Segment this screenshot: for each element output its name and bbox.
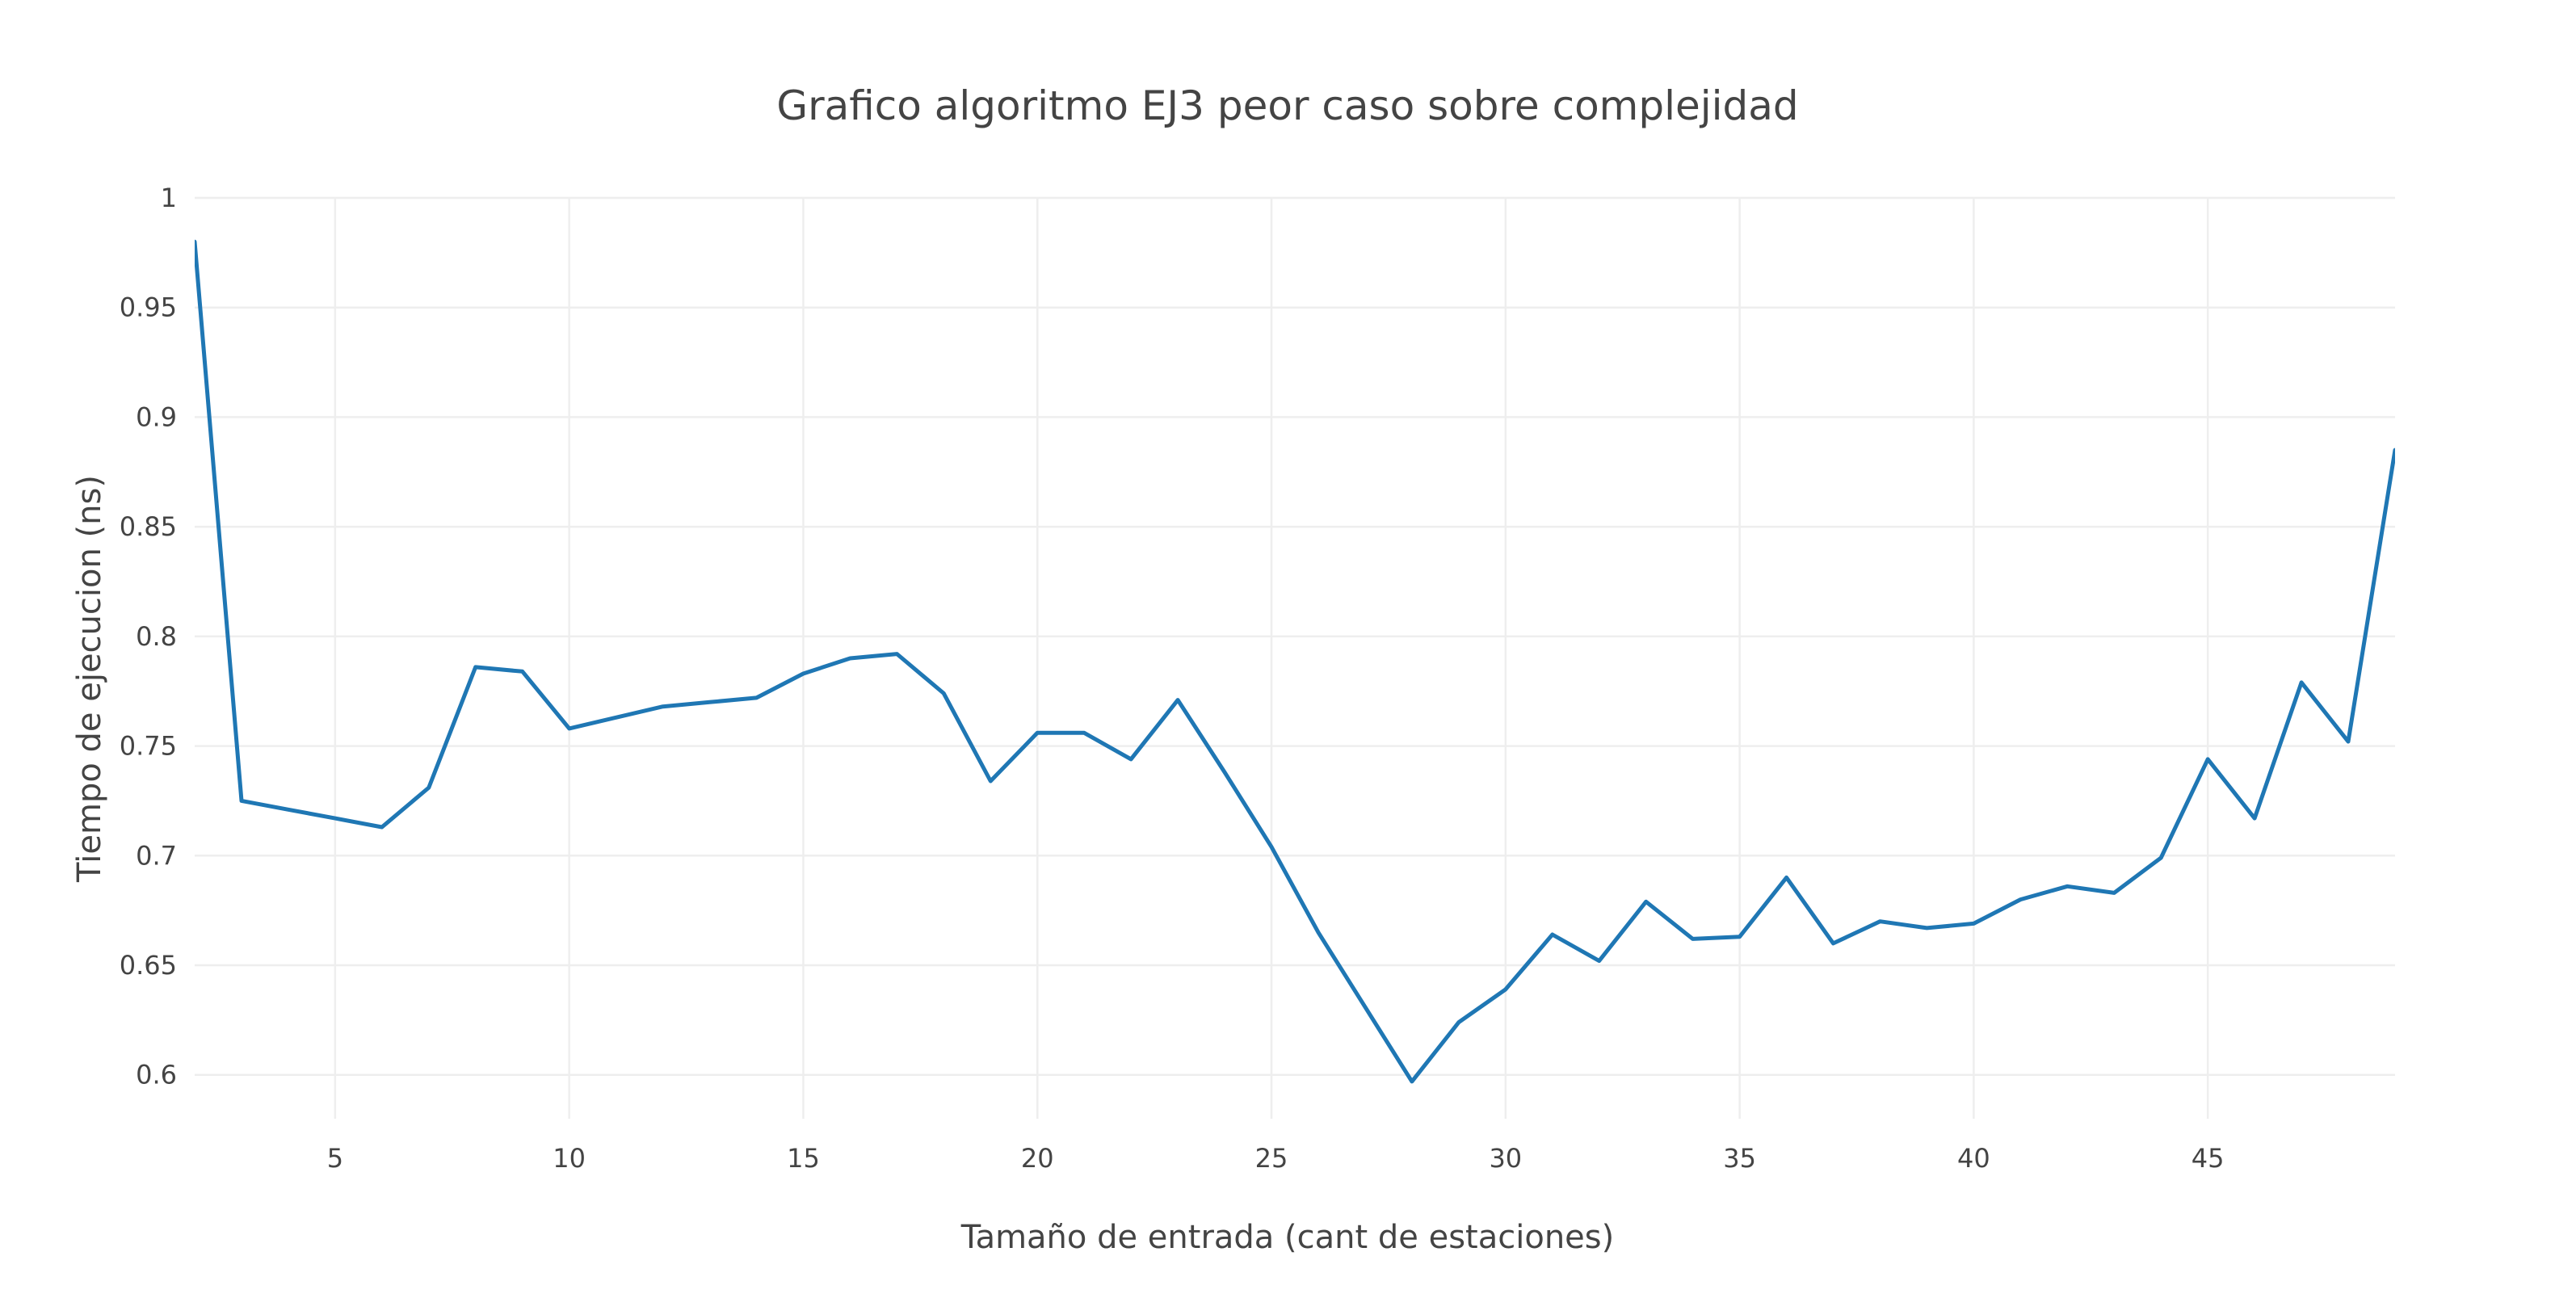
- x-tick-label: 15: [787, 1143, 820, 1174]
- x-tick-label: 40: [1957, 1143, 1990, 1174]
- y-tick-label: 0.9: [136, 401, 177, 432]
- x-tick-label: 5: [327, 1143, 343, 1174]
- chart-title: Grafico algoritmo EJ3 peor caso sobre co…: [776, 82, 1798, 129]
- x-tick-label: 10: [553, 1143, 586, 1174]
- grid: [195, 196, 2395, 1119]
- x-tick-label: 45: [2191, 1143, 2225, 1174]
- series-group: [195, 239, 2395, 1084]
- y-axis-label: Tiempo de ejecucion (ns): [71, 475, 108, 883]
- x-tick-label: 20: [1021, 1143, 1054, 1174]
- tick-labels: 5 10 15 20 25 30 35 40 45 0.6 0.65 0.7 0.75 0.8 0.85 0.…: [120, 183, 2225, 1174]
- x-tick-label: 30: [1489, 1143, 1522, 1174]
- x-tick-label: 35: [1723, 1143, 1756, 1174]
- x-tick-label: 25: [1255, 1143, 1288, 1174]
- x-axis-label: Tamaño de entrada (cant de estaciones): [960, 1219, 1614, 1256]
- y-tick-label: 0.8: [136, 621, 177, 652]
- y-tick-label: 0.65: [120, 950, 177, 981]
- y-tick-label: 0.75: [120, 731, 177, 762]
- y-tick-label: 0.95: [120, 292, 177, 323]
- y-tick-label: 0.6: [136, 1060, 177, 1090]
- series-line: [195, 239, 2395, 1084]
- y-tick-label: 1: [161, 183, 177, 213]
- y-tick-label: 0.7: [136, 840, 177, 871]
- y-tick-label: 0.85: [120, 511, 177, 542]
